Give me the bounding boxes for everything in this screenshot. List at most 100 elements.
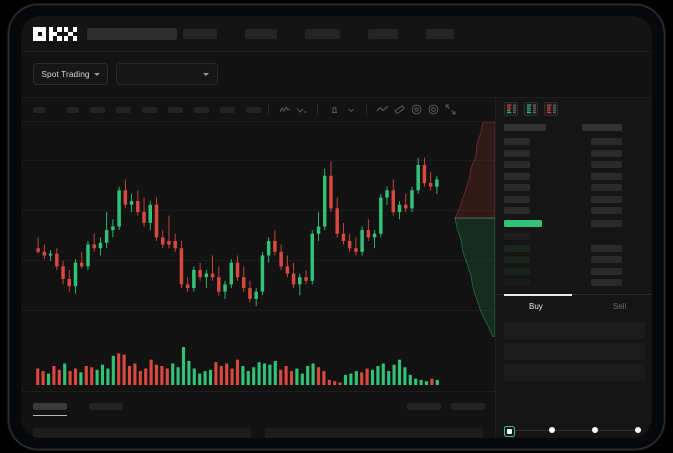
interval-tab-7[interactable]	[168, 106, 183, 113]
market-type-dropdown[interactable]: Spot Trading	[33, 63, 108, 85]
chevron-down-icon[interactable]	[342, 101, 359, 118]
price-field[interactable]	[504, 343, 645, 360]
logo-letter-x	[64, 27, 77, 41]
orderbook-ask-size[interactable]	[591, 138, 622, 145]
bottom-panel-right	[265, 428, 483, 438]
nav-item-4[interactable]	[368, 29, 398, 39]
nav-item-3[interactable]	[305, 29, 340, 39]
bottom-actions	[407, 403, 485, 410]
trade-panel: Buy Sell	[495, 98, 652, 438]
candlestick-chart[interactable]	[21, 122, 495, 337]
compare-icon[interactable]	[293, 101, 310, 118]
orderbook-bid-size[interactable]	[591, 244, 622, 252]
interval-tab-10[interactable]	[246, 106, 261, 113]
orderbook-bid-row[interactable]	[504, 233, 530, 240]
orderbook-ask-size[interactable]	[591, 184, 622, 191]
orderbook-bid-row[interactable]	[504, 279, 530, 286]
bottom-panel-left	[33, 428, 251, 438]
interval-tab-8[interactable]	[194, 106, 209, 113]
line-chart-icon[interactable]	[374, 101, 391, 118]
orderbook-ask-row[interactable]	[504, 172, 530, 180]
orderbook-bid-size[interactable]	[591, 256, 622, 263]
indicator-wave-icon[interactable]	[276, 101, 293, 118]
bottom-action-1[interactable]	[407, 403, 441, 410]
orderbook-sell-icon[interactable]	[544, 102, 558, 116]
orderbook-ask-size[interactable]	[591, 207, 622, 214]
interval-tab-6[interactable]	[142, 106, 157, 113]
orderbook-ask-size[interactable]	[591, 195, 622, 203]
orderbook-bid-row[interactable]	[504, 244, 530, 252]
amount-field[interactable]	[504, 364, 645, 381]
interval-tab-5[interactable]	[116, 106, 131, 113]
market-type-label: Spot Trading	[41, 69, 90, 79]
orderbook-last-price-size[interactable]	[591, 219, 622, 227]
interval-tab-1[interactable]	[33, 106, 45, 113]
orderbook-ask-row[interactable]	[504, 138, 530, 145]
orderbook-bid-row[interactable]	[504, 256, 530, 263]
settings-gear-icon[interactable]	[425, 101, 442, 118]
header-nav	[183, 29, 454, 39]
orderbook-ask-size[interactable]	[591, 172, 622, 180]
bottom-panels	[33, 428, 483, 438]
slider-step-4[interactable]	[635, 427, 641, 433]
bottom-tab-1[interactable]	[33, 403, 67, 416]
tab-sell[interactable]: Sell	[613, 302, 627, 311]
orderbook-ask-row[interactable]	[504, 161, 530, 168]
bottom-action-2[interactable]	[451, 403, 485, 410]
interval-tab-3[interactable]	[67, 106, 79, 113]
slider-step-2[interactable]	[549, 427, 555, 433]
orderbook-header-left[interactable]	[504, 124, 546, 131]
okx-logo-icon[interactable]	[33, 27, 77, 41]
orderbook-bid-row[interactable]	[504, 267, 530, 275]
tablet-device-frame: Spot Trading	[8, 4, 665, 450]
orderbook-header-right[interactable]	[582, 124, 622, 131]
nav-item-1[interactable]	[183, 29, 217, 39]
camera-icon[interactable]	[408, 101, 425, 118]
order-type-field[interactable]	[504, 322, 645, 339]
orderbook-buy-icon[interactable]	[524, 102, 538, 116]
fullscreen-icon[interactable]	[442, 101, 459, 118]
volume-bars-layer	[36, 347, 439, 385]
orderbook-bid-size[interactable]	[591, 267, 622, 275]
slider-handle[interactable]	[504, 425, 515, 437]
chart-interval-tabs	[33, 106, 261, 113]
order-form	[496, 320, 652, 382]
orderbook-bid-size[interactable]	[591, 279, 622, 286]
slider-step-3[interactable]	[592, 427, 598, 433]
nav-item-2[interactable]	[245, 29, 277, 39]
nav-item-5[interactable]	[426, 29, 454, 39]
orderbook-ask-row[interactable]	[504, 207, 530, 214]
toolbar-divider	[366, 104, 367, 115]
orderbook-ask-row[interactable]	[504, 149, 530, 157]
gridline	[21, 160, 495, 161]
toolbar-divider	[268, 104, 269, 115]
orderbook-ask-row[interactable]	[504, 195, 530, 203]
chevron-down-icon	[203, 73, 209, 76]
tab-buy[interactable]: Buy	[529, 302, 543, 311]
orderbook-both-icon[interactable]	[504, 102, 518, 116]
orderbook-last-price-row[interactable]	[504, 219, 542, 227]
orderbook-mode-toggle	[504, 102, 558, 116]
toolbar-divider	[317, 104, 318, 115]
bottom-tab-2[interactable]	[89, 403, 123, 410]
depth-chart-overlay	[443, 122, 495, 337]
interval-tab-4[interactable]	[90, 106, 105, 113]
buy-sell-tabs: Buy Sell	[496, 294, 652, 320]
measure-ruler-icon[interactable]	[391, 101, 408, 118]
search-input[interactable]	[87, 28, 177, 40]
orderbook-ask-size[interactable]	[591, 161, 622, 168]
alert-bell-icon[interactable]	[325, 101, 342, 118]
chart-tool-icons	[276, 101, 459, 118]
active-tab-indicator	[504, 294, 572, 296]
volume-chart[interactable]	[21, 337, 495, 391]
candles-layer	[36, 157, 439, 307]
interval-tab-9[interactable]	[220, 106, 235, 113]
trading-pair-dropdown[interactable]	[116, 63, 218, 85]
orderbook[interactable]	[496, 124, 652, 294]
slider-track	[508, 430, 642, 432]
orderbook-ask-size[interactable]	[591, 149, 622, 157]
gridline	[21, 210, 495, 211]
amount-slider[interactable]	[504, 425, 645, 437]
orderbook-ask-row[interactable]	[504, 184, 530, 191]
bottom-orders-section	[21, 391, 495, 438]
